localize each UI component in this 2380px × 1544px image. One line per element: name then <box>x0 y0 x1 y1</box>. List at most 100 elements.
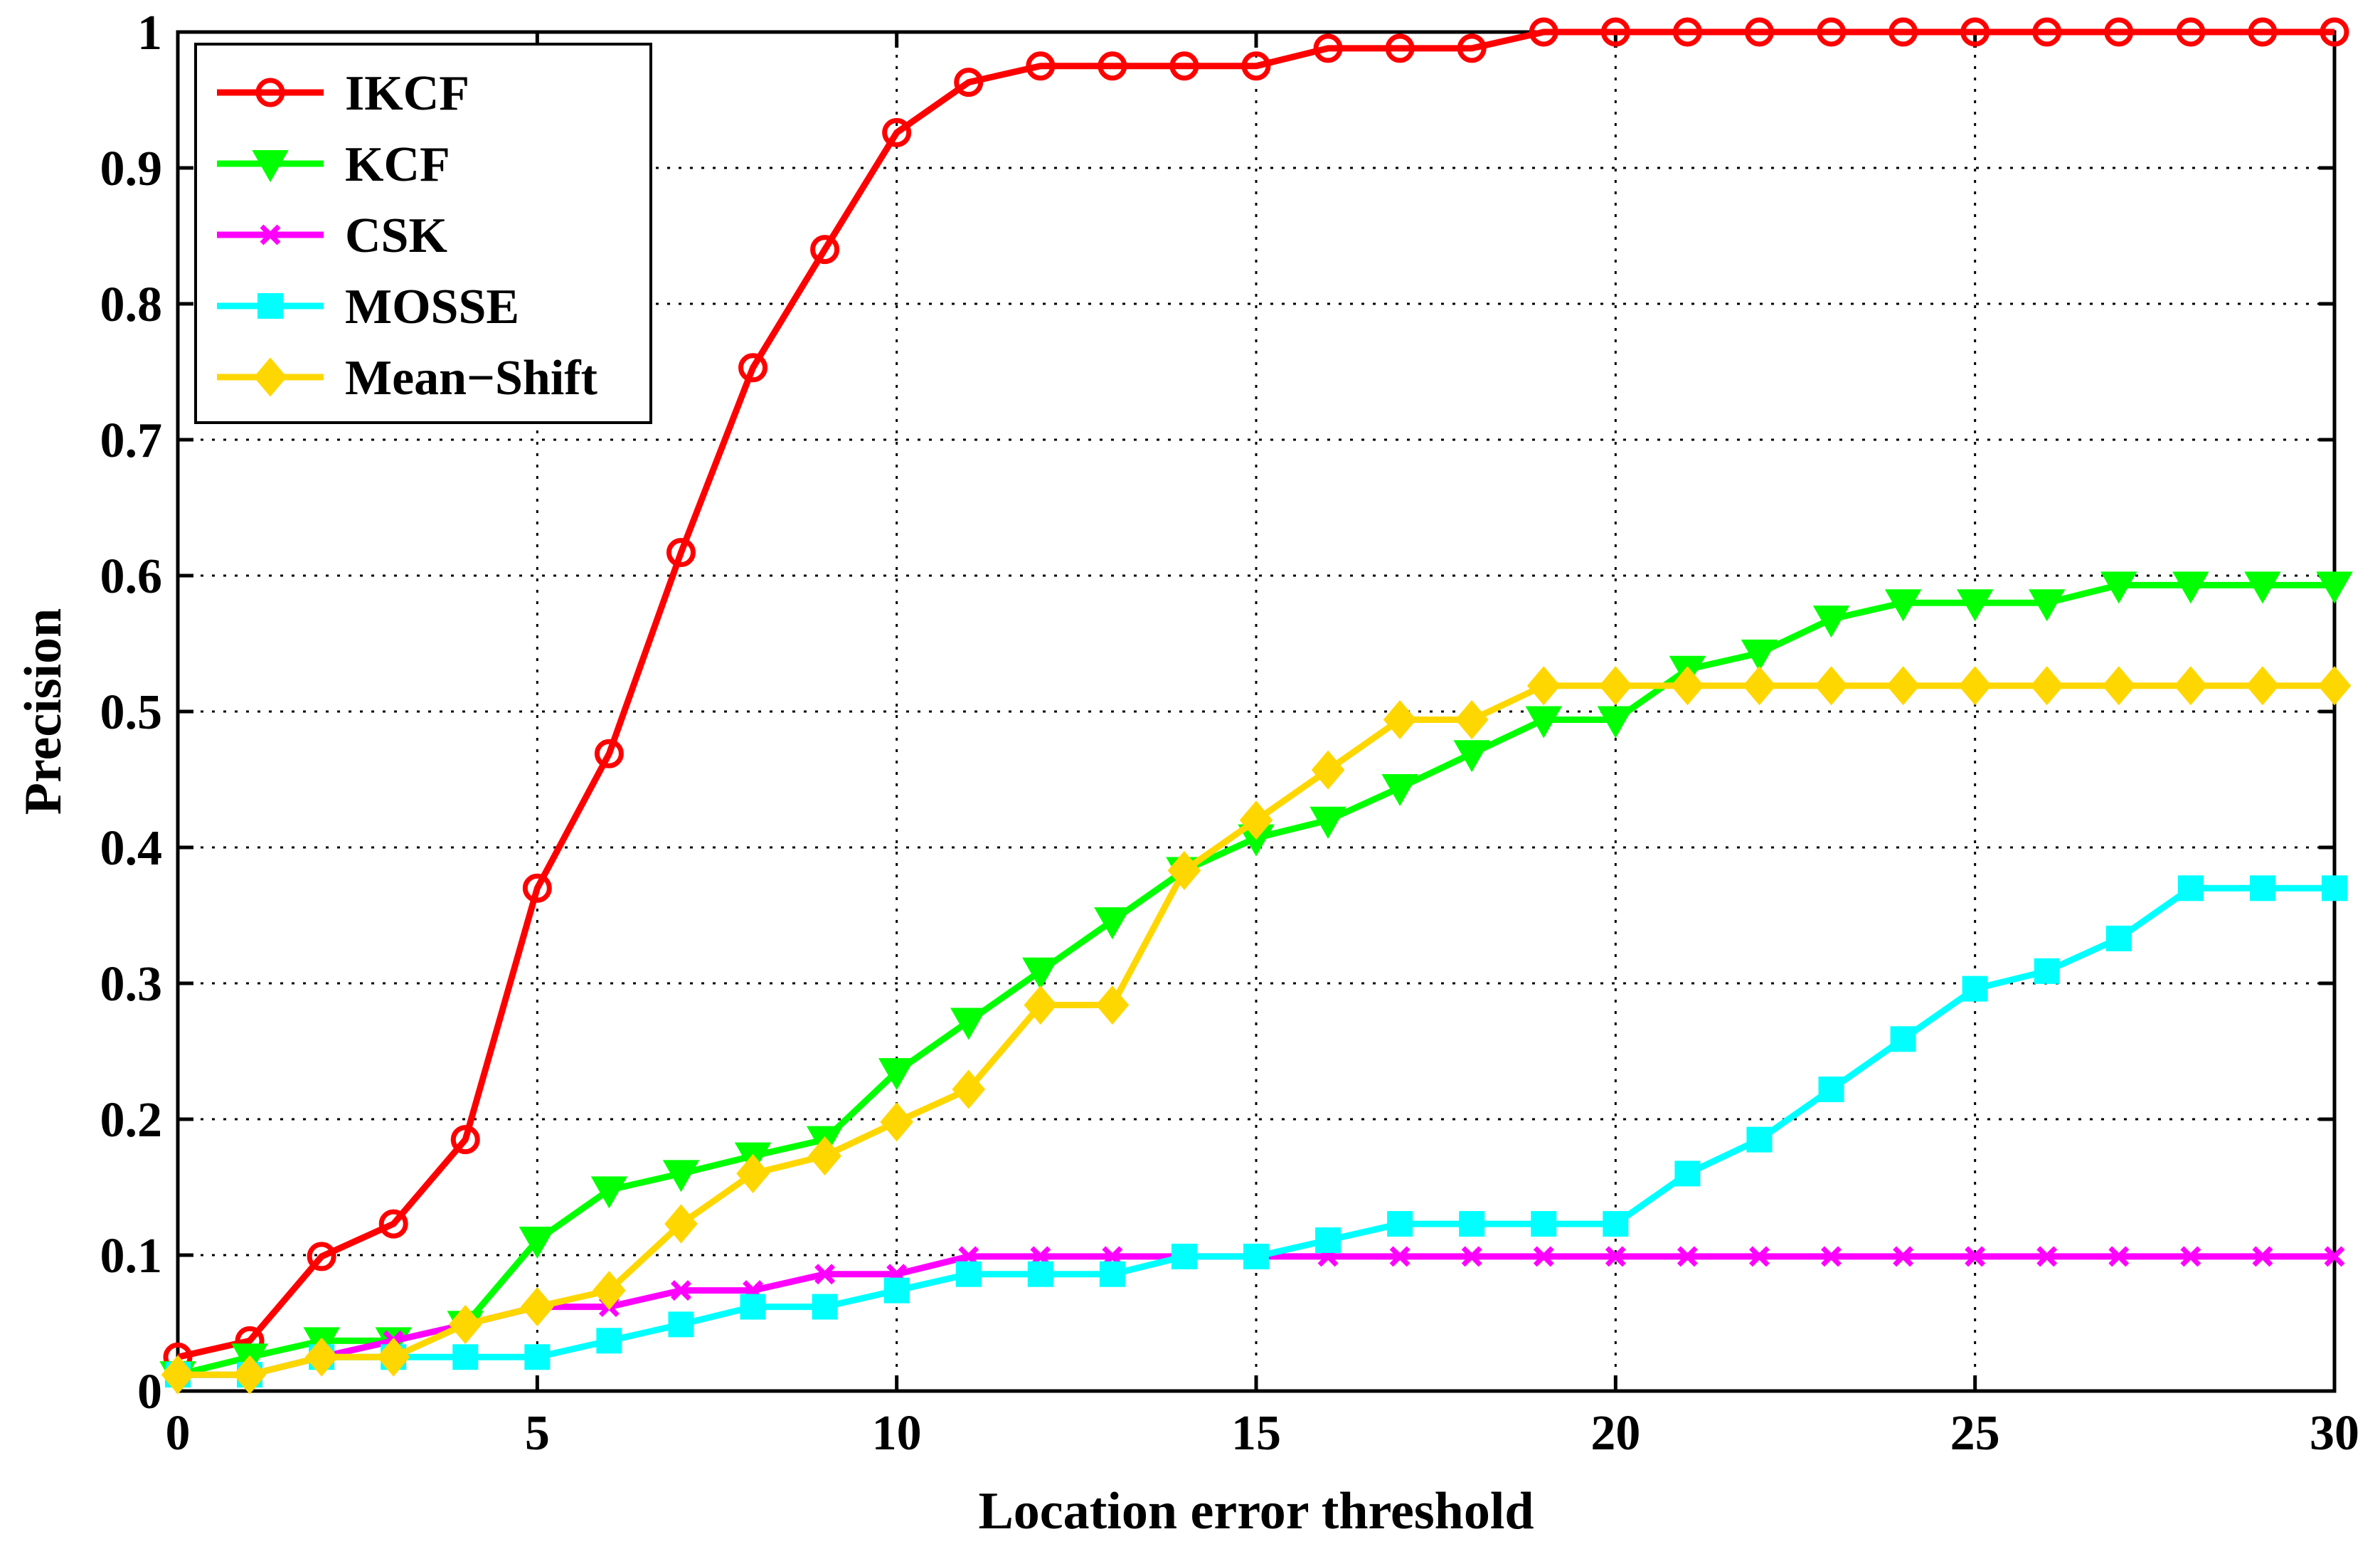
data-point-kcf <box>1884 589 1922 622</box>
data-point-csk <box>1748 1246 1770 1267</box>
data-point-csk <box>1677 1246 1698 1267</box>
data-point-mean-shift <box>808 1136 841 1176</box>
data-point-mosse <box>1099 1261 1125 1287</box>
data-point-kcf <box>662 1160 700 1193</box>
data-point-kcf <box>1094 907 1131 940</box>
data-point-kcf <box>1597 706 1635 739</box>
data-point-csk-stroke <box>1821 1246 1842 1267</box>
data-point-ikcf <box>882 117 912 147</box>
y-tick-label: 0.4 <box>100 821 163 876</box>
data-point-csk <box>1533 1246 1554 1267</box>
data-point-kcf <box>1022 957 1059 990</box>
data-point-mean-shift <box>880 1102 913 1142</box>
data-point-kcf <box>950 1008 987 1040</box>
data-point-ikcf <box>522 873 552 903</box>
data-point-mosse <box>1387 1211 1413 1237</box>
data-point-mean-shift <box>1526 666 1561 706</box>
data-point-kcf <box>2316 571 2353 604</box>
data-point-csk <box>1965 1246 1986 1267</box>
data-point-mosse <box>2105 925 2132 951</box>
data-point-mosse <box>1171 1243 1197 1269</box>
x-tick-label: 30 <box>2310 1406 2359 1461</box>
data-point-csk <box>1605 1246 1626 1267</box>
data-point-mosse <box>1315 1227 1342 1253</box>
data-point-ikcf <box>2248 17 2278 47</box>
data-point-kcf <box>1741 639 1778 672</box>
data-point-csk-stroke <box>1677 1246 1698 1267</box>
legend: IKCF KCF CSK MOSSE Mean−Shift <box>194 43 652 424</box>
data-point-mosse <box>1890 1026 1916 1052</box>
data-point-mosse <box>1027 1261 1053 1287</box>
x-tick-label: 5 <box>525 1406 550 1461</box>
data-point-csk-stroke <box>1533 1246 1554 1267</box>
data-point-mosse <box>883 1277 910 1304</box>
data-point-kcf <box>2029 589 2066 622</box>
data-point-mosse <box>596 1328 622 1354</box>
data-point-csk <box>1389 1246 1411 1267</box>
legend-entry-mean-shift: Mean−Shift <box>217 351 597 406</box>
data-point-kcf <box>1956 589 1994 622</box>
data-point-mosse <box>1746 1126 1773 1153</box>
data-point-csk-stroke <box>1389 1246 1411 1267</box>
data-point-ikcf <box>2176 17 2206 47</box>
data-point-mean-shift <box>952 1069 986 1109</box>
data-point-ikcf <box>1098 51 1127 81</box>
data-point-csk-stroke <box>2180 1246 2201 1267</box>
data-point-kcf <box>2100 571 2137 604</box>
data-point-mean-shift <box>1815 666 1848 706</box>
data-point-kcf <box>1309 806 1346 839</box>
data-point-mosse <box>452 1344 479 1370</box>
data-point-mean-shift <box>2030 666 2064 706</box>
data-point-mean-shift <box>2246 666 2280 706</box>
data-point-mean-shift <box>1024 985 1058 1025</box>
data-point-mean-shift <box>233 1355 267 1395</box>
data-point-ikcf <box>1672 17 1702 47</box>
data-point-csk <box>2252 1246 2273 1267</box>
x-tick-label: 25 <box>1950 1406 2000 1461</box>
data-point-ikcf <box>1026 51 1056 81</box>
legend-entry-kcf: KCF <box>217 137 450 192</box>
data-point-mean-shift <box>664 1204 698 1244</box>
data-point-mosse <box>524 1344 551 1370</box>
y-tick-label: 0.9 <box>100 142 163 196</box>
data-point-mean-shift <box>521 1287 554 1327</box>
data-point-kcf <box>2172 571 2209 604</box>
legend-label: MOSSE <box>345 280 519 334</box>
data-point-mosse <box>2322 875 2347 901</box>
x-tick-label: 15 <box>1231 1406 1281 1461</box>
data-point-csk <box>670 1280 691 1301</box>
data-point-mosse <box>668 1311 694 1338</box>
data-point-ikcf <box>2032 17 2062 47</box>
y-tick-label: 1 <box>137 6 162 60</box>
data-point-csk-stroke <box>1893 1246 1914 1267</box>
data-point-kcf <box>1453 740 1490 773</box>
data-point-ikcf <box>450 1125 480 1155</box>
legend-marker <box>253 357 287 397</box>
y-tick-label: 0.5 <box>100 685 163 740</box>
data-point-mean-shift <box>1455 699 1489 740</box>
data-point-mosse <box>1674 1160 1701 1187</box>
data-point-kcf <box>590 1176 628 1209</box>
legend-label: KCF <box>345 137 450 192</box>
data-point-mean-shift <box>1383 699 1417 740</box>
data-point-csk-stroke <box>2036 1246 2058 1267</box>
data-point-csk-stroke <box>2324 1246 2345 1267</box>
data-point-mean-shift <box>736 1153 770 1193</box>
data-point-mean-shift <box>1167 850 1201 891</box>
data-point-mosse <box>2177 875 2204 901</box>
data-point-mosse <box>740 1294 766 1320</box>
series-mean-shift <box>161 666 2352 1395</box>
axis-ticks: 0 5 10 15 20 25 30 0 0.1 0.2 0.3 0.4 0.5 0.6 0.7 0.8 0.9… <box>100 6 2360 1461</box>
data-point-mosse <box>955 1261 982 1287</box>
x-axis-label: Location error threshold <box>978 1482 1534 1540</box>
series-line-ikcf <box>177 28 2334 1360</box>
data-point-csk <box>814 1264 836 1285</box>
data-point-kcf <box>1381 773 1418 806</box>
data-point-kcf <box>519 1226 556 1259</box>
legend-entry-ikcf: IKCF <box>217 66 469 121</box>
data-point-csk-stroke <box>2252 1246 2273 1267</box>
y-tick-label: 0.7 <box>100 413 163 468</box>
data-point-mean-shift <box>161 1355 195 1395</box>
data-point-mean-shift <box>448 1304 482 1344</box>
x-tick-label: 0 <box>166 1406 191 1461</box>
